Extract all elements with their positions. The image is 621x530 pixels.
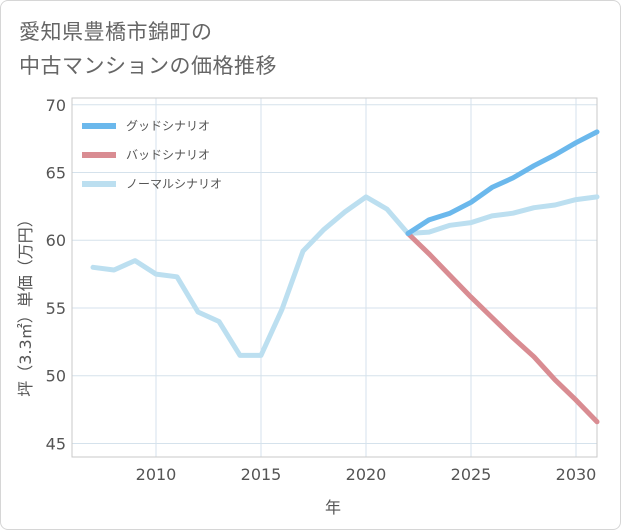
legend-label: ノーマルシナリオ bbox=[126, 177, 222, 191]
x-tick-label: 2015 bbox=[241, 465, 282, 484]
x-tick-label: 2030 bbox=[556, 465, 597, 484]
y-axis-title: 坪（3.3㎡）単価（万円） bbox=[16, 211, 35, 396]
grid bbox=[72, 98, 597, 457]
y-tick-label: 70 bbox=[46, 96, 66, 115]
y-tick-label: 60 bbox=[46, 231, 66, 250]
series-line-2 bbox=[90, 194, 600, 358]
chart-title-line-1: 愛知県豊橋市錦町の bbox=[19, 20, 213, 44]
x-tick-label: 2010 bbox=[136, 465, 177, 484]
series-line-1 bbox=[405, 231, 600, 425]
x-tick-label: 2020 bbox=[346, 465, 387, 484]
x-axis-ticks: 2010 2015 2020 2025 2030 bbox=[136, 465, 597, 484]
series-layer bbox=[90, 129, 600, 425]
y-tick-label: 50 bbox=[46, 367, 66, 386]
chart-title: 愛知県豊橋市錦町の 中古マンションの価格推移 bbox=[19, 15, 277, 83]
series-line-0 bbox=[405, 129, 600, 236]
y-axis-ticks: 45 50 55 60 65 70 bbox=[46, 96, 66, 454]
y-tick-label: 45 bbox=[46, 434, 66, 453]
legend-label: バッドシナリオ bbox=[126, 148, 210, 162]
x-tick-label: 2025 bbox=[451, 465, 492, 484]
legend-label: グッドシナリオ bbox=[126, 119, 210, 133]
y-tick-label: 65 bbox=[46, 164, 66, 183]
x-axis-title: 年 bbox=[325, 498, 341, 517]
y-tick-label: 55 bbox=[46, 299, 66, 318]
chart-title-line-2: 中古マンションの価格推移 bbox=[19, 54, 277, 78]
plot-frame bbox=[71, 97, 598, 458]
